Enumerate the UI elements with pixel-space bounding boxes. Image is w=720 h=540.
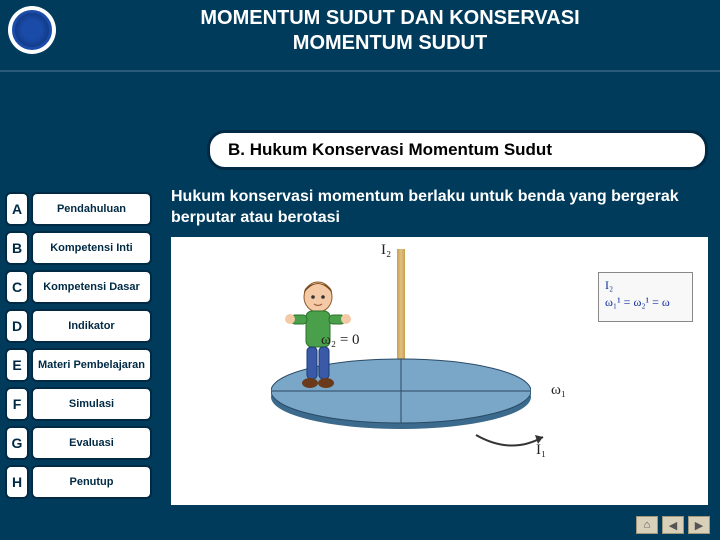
logo bbox=[8, 6, 56, 54]
main-area: A Pendahuluan B Kompetensi Inti C Kompet… bbox=[0, 72, 720, 540]
home-button[interactable]: ⌂ bbox=[636, 516, 658, 534]
sidebar-letter: E bbox=[5, 348, 29, 382]
section-title: B. Hukum Konservasi Momentum Sudut bbox=[207, 130, 708, 170]
label-i2: I₂ bbox=[381, 242, 391, 259]
equation-line-2: ω₁¹ = ω₂¹ = ω bbox=[605, 294, 686, 311]
sidebar-letter: B bbox=[5, 231, 29, 265]
title-line-1: MOMENTUM SUDUT DAN KONSERVASI bbox=[70, 6, 710, 31]
sidebar-letter: H bbox=[5, 465, 29, 499]
sidebar-item-indikator[interactable]: D Indikator bbox=[5, 309, 152, 343]
next-button[interactable]: ▶ bbox=[688, 516, 710, 534]
sidebar-item-evaluasi[interactable]: G Evaluasi bbox=[5, 426, 152, 460]
prev-button[interactable]: ◀ bbox=[662, 516, 684, 534]
sidebar: A Pendahuluan B Kompetensi Inti C Kompet… bbox=[0, 72, 157, 540]
sidebar-letter: C bbox=[5, 270, 29, 304]
sidebar-letter: F bbox=[5, 387, 29, 421]
sidebar-label: Materi Pembelajaran bbox=[31, 348, 152, 382]
sidebar-item-kompetensi-inti[interactable]: B Kompetensi Inti bbox=[5, 231, 152, 265]
sidebar-item-materi[interactable]: E Materi Pembelajaran bbox=[5, 348, 152, 382]
label-omega2: ω₂ = 0 bbox=[321, 332, 360, 349]
sidebar-label: Evaluasi bbox=[31, 426, 152, 460]
label-i1: I₁ bbox=[536, 442, 546, 459]
nav-footer: ⌂ ◀ ▶ bbox=[636, 516, 710, 534]
sidebar-item-pendahuluan[interactable]: A Pendahuluan bbox=[5, 192, 152, 226]
sidebar-label: Pendahuluan bbox=[31, 192, 152, 226]
sidebar-item-simulasi[interactable]: F Simulasi bbox=[5, 387, 152, 421]
sidebar-letter: D bbox=[5, 309, 29, 343]
logo-inner bbox=[12, 10, 52, 50]
sidebar-letter: A bbox=[5, 192, 29, 226]
sidebar-label: Kompetensi Dasar bbox=[31, 270, 152, 304]
sidebar-item-kompetensi-dasar[interactable]: C Kompetensi Dasar bbox=[5, 270, 152, 304]
header: MOMENTUM SUDUT DAN KONSERVASI MOMENTUM S… bbox=[0, 0, 720, 72]
equation-box: I₂ ω₁¹ = ω₂¹ = ω bbox=[598, 272, 693, 322]
sidebar-label: Simulasi bbox=[31, 387, 152, 421]
sidebar-label: Kompetensi Inti bbox=[31, 231, 152, 265]
content-area: B. Hukum Konservasi Momentum Sudut Hukum… bbox=[157, 72, 720, 540]
label-omega1: ω₁ bbox=[551, 382, 566, 399]
body-text: Hukum konservasi momentum berlaku untuk … bbox=[171, 187, 708, 229]
figure: I₂ ω₂ = 0 ω₁ I₁ I₂ ω₁¹ = ω₂¹ = ω bbox=[171, 237, 708, 505]
sidebar-item-penutup[interactable]: H Penutup bbox=[5, 465, 152, 499]
title-line-2: MOMENTUM SUDUT bbox=[70, 31, 710, 56]
sidebar-label: Penutup bbox=[31, 465, 152, 499]
sidebar-letter: G bbox=[5, 426, 29, 460]
equation-line-1: I₂ bbox=[605, 277, 686, 294]
sidebar-label: Indikator bbox=[31, 309, 152, 343]
